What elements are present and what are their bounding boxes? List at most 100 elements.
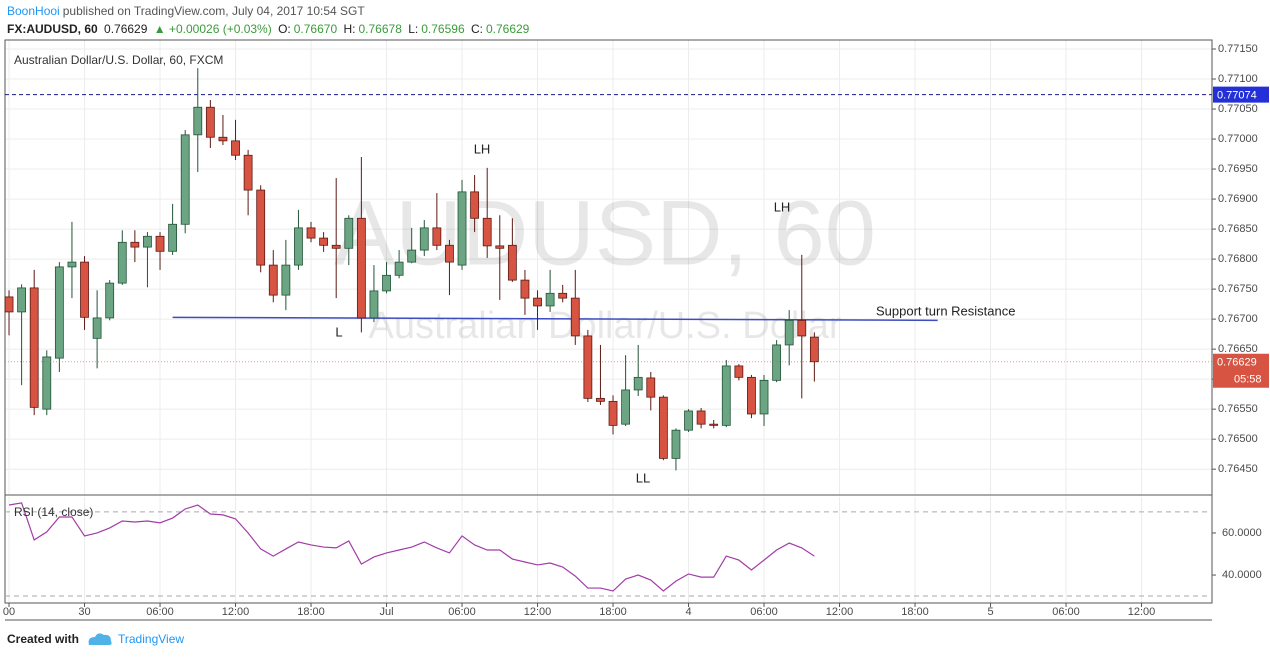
ohlc-value: 0.76670 xyxy=(293,22,338,36)
footer-created: Created with xyxy=(7,632,79,646)
x-tick-label: 12:00 xyxy=(1128,606,1156,618)
ohlc-value: 0.76629 xyxy=(485,22,530,36)
y-tick-label: 60.0000 xyxy=(1222,527,1262,539)
legend: Australian Dollar/U.S. Dollar, 60, FXCM xyxy=(14,53,223,67)
candle-body xyxy=(294,227,303,266)
x-tick-label: 12:00 xyxy=(524,606,552,618)
candle-body xyxy=(696,410,706,425)
hline-label-box xyxy=(1213,86,1269,103)
x-tick-label: 00 xyxy=(3,606,15,618)
candle-body xyxy=(143,235,152,248)
candle-body xyxy=(709,423,719,426)
candle-body xyxy=(105,282,115,319)
candle-body xyxy=(797,319,807,337)
footer-brand[interactable]: TradingView xyxy=(118,632,184,646)
ohlc-label: H: xyxy=(343,22,356,36)
x-tick-label: 06:00 xyxy=(1052,606,1080,618)
y-tick-label: 0.77150 xyxy=(1218,43,1258,55)
x-tick-label: Jul xyxy=(379,606,393,618)
last-price-box xyxy=(1213,353,1269,388)
candle-body xyxy=(54,266,64,359)
x-tick-label: 06:00 xyxy=(146,606,174,618)
candle-body xyxy=(382,274,391,292)
candle-body xyxy=(772,344,782,381)
candle-body xyxy=(369,290,379,319)
watermark-sub: Australian Dollar/U.S. Dollar xyxy=(368,305,841,347)
candle-body xyxy=(17,287,27,313)
watermark: AUDUSD, 60 xyxy=(334,182,876,284)
symbol-line: FX:AUDUSD, 60 0.76629 ▲ +0.00026 (+0.03%… xyxy=(7,22,532,36)
x-tick-label: 06:00 xyxy=(448,606,476,618)
candle-body xyxy=(570,297,580,337)
candle-body xyxy=(256,189,266,266)
candle-body xyxy=(646,377,656,398)
symbol: FX:AUDUSD, 60 xyxy=(7,22,98,36)
y-tick-label: 0.76700 xyxy=(1218,313,1258,325)
candle-body xyxy=(558,292,568,299)
published: published on TradingView.com, July 04, 2… xyxy=(62,4,365,18)
rsi-line xyxy=(8,502,815,592)
countdown: 05:58 xyxy=(1234,374,1262,386)
candle-body xyxy=(759,379,769,415)
x-tick-label: 30 xyxy=(78,606,90,618)
candle-body xyxy=(621,389,631,425)
candle-body xyxy=(193,106,203,136)
y-tick-label: 40.0000 xyxy=(1222,569,1262,581)
author[interactable]: BoonHooi xyxy=(7,4,60,18)
candle-body xyxy=(784,319,794,346)
x-tick-label: 18:00 xyxy=(901,606,929,618)
y-tick-label: 0.77000 xyxy=(1218,133,1258,145)
y-tick-label: 0.76450 xyxy=(1218,463,1258,475)
candle-body xyxy=(231,140,240,156)
candle-body xyxy=(42,356,52,410)
candle-body xyxy=(168,223,178,252)
hline-label: 0.77074 xyxy=(1217,90,1257,102)
price: 0.76629 xyxy=(104,22,148,36)
annotation: LH xyxy=(774,199,791,214)
y-tick-label: 0.76800 xyxy=(1218,253,1258,265)
candle-body xyxy=(533,297,542,307)
candle-body xyxy=(470,191,480,219)
trendline xyxy=(172,316,938,322)
candle-body xyxy=(180,134,190,225)
candle-body xyxy=(331,244,341,249)
candle-body xyxy=(130,241,140,248)
candle-body xyxy=(445,244,454,263)
candle-body xyxy=(482,217,492,247)
ohlc-label: L: xyxy=(408,22,419,36)
change: ▲ +0.00026 (+0.03%) xyxy=(153,22,272,36)
candle-body xyxy=(747,376,756,415)
candle-body xyxy=(29,287,39,408)
candle-body xyxy=(432,227,442,246)
candle-body xyxy=(243,154,253,191)
y-tick-label: 0.76650 xyxy=(1218,343,1258,355)
candle-body xyxy=(721,365,731,426)
y-tick-label: 0.76500 xyxy=(1218,433,1258,445)
candle-body xyxy=(495,245,505,249)
candle-body xyxy=(67,261,77,268)
annotation: Support turn Resistance xyxy=(876,303,1015,318)
candle-body xyxy=(117,241,127,284)
candle-body xyxy=(633,376,643,391)
x-tick-label: 06:00 xyxy=(750,606,778,618)
candle-body xyxy=(545,292,555,307)
x-tick-label: 12:00 xyxy=(826,606,854,618)
candle-body xyxy=(268,264,278,296)
candle-body xyxy=(80,261,89,318)
candle-body xyxy=(608,400,618,426)
y-tick-label: 0.76550 xyxy=(1218,403,1258,415)
ohlc-value: 0.76678 xyxy=(358,22,402,36)
candle-body xyxy=(155,235,165,252)
y-tick-label: 0.76950 xyxy=(1218,163,1258,175)
y-tick-label: 0.77050 xyxy=(1218,103,1258,115)
header-line: BoonHooi published on TradingView.com, Ju… xyxy=(7,4,368,18)
candle-body xyxy=(319,237,329,246)
candle-body xyxy=(507,244,517,281)
logo xyxy=(88,633,112,645)
rsi-legend: RSI (14, close) xyxy=(14,505,93,519)
ohlc-label: O: xyxy=(278,22,291,36)
candle-body xyxy=(356,217,366,319)
candle-body xyxy=(457,191,467,266)
candle-body xyxy=(205,106,215,138)
